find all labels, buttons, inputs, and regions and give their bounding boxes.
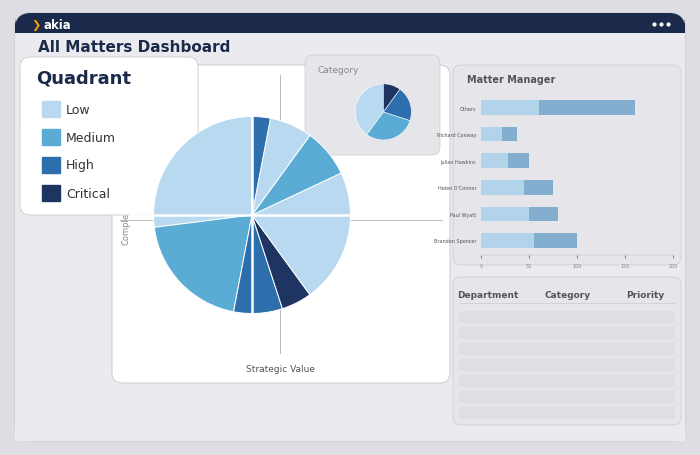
FancyBboxPatch shape [453, 278, 681, 425]
Bar [481, 181, 524, 195]
Bar [15, 34, 685, 441]
Text: ❯: ❯ [32, 20, 41, 30]
Bar [42, 186, 60, 202]
Wedge shape [234, 216, 282, 314]
Wedge shape [384, 85, 400, 113]
Wedge shape [252, 174, 351, 295]
Bar [459, 359, 675, 371]
Text: All Matters Dashboard: All Matters Dashboard [38, 40, 230, 55]
FancyBboxPatch shape [112, 66, 450, 383]
Bar [15, 24, 685, 34]
Text: Quadrant: Quadrant [36, 69, 131, 87]
Wedge shape [356, 85, 384, 135]
Wedge shape [384, 90, 412, 121]
Bar [481, 101, 538, 116]
FancyBboxPatch shape [15, 14, 685, 441]
Text: Complexity: Complexity [122, 197, 130, 244]
FancyBboxPatch shape [15, 14, 685, 34]
Bar [481, 154, 508, 169]
Wedge shape [153, 117, 252, 228]
Text: Priority: Priority [626, 291, 664, 300]
Text: Department: Department [457, 291, 519, 300]
Bar [42, 130, 60, 146]
Bar [481, 127, 502, 142]
Text: Medium: Medium [66, 131, 116, 144]
Bar [481, 101, 635, 116]
FancyBboxPatch shape [20, 66, 140, 136]
Text: Critical: Critical [66, 187, 110, 200]
FancyBboxPatch shape [305, 56, 440, 156]
Wedge shape [252, 136, 341, 216]
Bar [459, 343, 675, 355]
Bar [481, 154, 529, 169]
Text: akia: akia [44, 19, 71, 31]
FancyBboxPatch shape [453, 66, 681, 265]
Text: Category: Category [545, 291, 591, 300]
Bar [481, 207, 529, 222]
Text: Strategic Value: Strategic Value [246, 365, 314, 374]
Bar [459, 327, 675, 339]
FancyBboxPatch shape [20, 58, 198, 216]
Bar [42, 102, 60, 118]
Text: Category: Category [317, 66, 358, 74]
Text: Matter Manager: Matter Manager [467, 75, 555, 85]
Bar [481, 181, 553, 195]
Bar [481, 233, 534, 248]
Wedge shape [367, 113, 410, 141]
Bar [459, 391, 675, 403]
Text: Low: Low [66, 103, 90, 116]
Bar [481, 127, 517, 142]
Bar [459, 407, 675, 419]
Text: High: High [66, 159, 94, 172]
Bar [459, 375, 675, 387]
Wedge shape [154, 216, 252, 312]
Bar [481, 207, 558, 222]
Wedge shape [252, 119, 310, 216]
Bar [459, 311, 675, 324]
Bar [42, 157, 60, 174]
Wedge shape [252, 117, 270, 216]
Wedge shape [252, 216, 310, 309]
Bar [481, 233, 577, 248]
